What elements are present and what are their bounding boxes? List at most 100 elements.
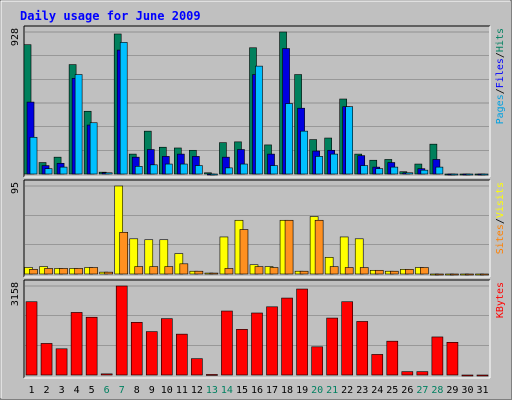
legend-text: Visits — [495, 182, 506, 218]
bar-sites-day-8 — [134, 266, 144, 275]
x-tick-label: 16 — [251, 385, 263, 396]
bar-kbytes-day-13 — [206, 374, 218, 376]
bar-sites-day-28 — [435, 273, 444, 276]
legend-text: / — [495, 52, 506, 58]
bar-kbytes-day-16 — [251, 312, 263, 376]
bar-pages-day-4 — [74, 74, 83, 175]
bar-pages-day-21 — [330, 153, 338, 175]
bar-pages-day-22 — [345, 106, 353, 175]
panel-kbytes: 3158 KBytes — [10, 279, 506, 379]
bar-pages-day-14 — [225, 167, 233, 175]
bar-kbytes-day-26 — [401, 371, 414, 376]
bar-visits-day-22 — [339, 236, 349, 275]
x-tick-label: 19 — [296, 385, 308, 396]
bar-sites-day-24 — [374, 269, 384, 275]
bar-pages-day-16 — [255, 65, 263, 175]
x-tick-label: 9 — [149, 385, 155, 396]
bar-pages-day-27 — [420, 169, 429, 175]
bar-kbytes-day-15 — [236, 329, 248, 376]
bar-sites-day-25 — [389, 270, 399, 275]
bar-pages-day-3 — [59, 166, 68, 175]
x-tick-label: 26 — [401, 385, 413, 396]
x-tick-label: 14 — [221, 385, 233, 396]
bar-kbytes-day-28 — [431, 336, 444, 376]
bar-kbytes-day-24 — [371, 354, 384, 376]
bar-kbytes-day-21 — [326, 317, 338, 376]
bar-sites-day-13 — [209, 272, 219, 275]
chart-title: Daily usage for June 2009 — [20, 9, 201, 23]
y-max-label: 3158 — [10, 282, 21, 306]
bar-visits-day-7 — [114, 185, 124, 275]
bar-sites-day-11 — [179, 263, 189, 275]
x-tick-label: 13 — [206, 385, 218, 396]
bar-kbytes-day-6 — [100, 373, 113, 376]
panel-background — [24, 180, 490, 277]
x-tick-label: 25 — [386, 385, 398, 396]
bar-kbytes-day-7 — [115, 285, 128, 376]
bars-kbytes — [25, 285, 489, 377]
bar-sites-day-30 — [465, 273, 474, 276]
bar-visits-day-23 — [354, 238, 364, 275]
bar-sites-day-19 — [299, 270, 309, 275]
bar-sites-day-26 — [405, 269, 414, 275]
bar-pages-day-30 — [465, 173, 474, 176]
legend-text: Hits — [495, 28, 506, 52]
bar-sites-day-7 — [119, 232, 129, 275]
bar-pages-day-12 — [195, 165, 203, 175]
bar-visits-day-21 — [324, 257, 334, 275]
bar-sites-day-1 — [29, 269, 38, 275]
x-tick-label: 28 — [431, 385, 443, 396]
bar-pages-day-28 — [435, 166, 444, 175]
bar-kbytes-day-14 — [221, 310, 233, 376]
svg-text:KBytes: KBytes — [495, 282, 506, 318]
x-tick-label: 27 — [416, 385, 428, 396]
x-tick-label: 8 — [134, 385, 140, 396]
bar-kbytes-day-23 — [356, 321, 369, 376]
bar-sites-day-5 — [89, 267, 98, 275]
bar-sites-day-18 — [284, 219, 294, 275]
x-tick-label: 10 — [161, 385, 173, 396]
bar-sites-day-6 — [104, 271, 113, 275]
bar-visits-day-10 — [159, 239, 169, 275]
x-tick-label: 3 — [59, 385, 65, 396]
bar-kbytes-day-20 — [311, 346, 323, 376]
bar-kbytes-day-9 — [145, 331, 158, 376]
bar-kbytes-day-31 — [476, 374, 489, 377]
bar-sites-day-14 — [224, 268, 234, 275]
bar-kbytes-day-17 — [266, 306, 278, 376]
legend-text: Files — [495, 58, 506, 88]
x-tick-label: 23 — [356, 385, 368, 396]
y-max-label: 95 — [10, 182, 21, 194]
bar-kbytes-day-8 — [130, 321, 143, 376]
x-tick-label: 6 — [104, 385, 110, 396]
x-tick-label: 1 — [29, 385, 35, 396]
x-axis-labels: 1 2 3 4 5 6 7 8 9 10 11 12 13 14 15 16 17 18 19 20 21 22 23 24 2… — [29, 385, 489, 396]
bar-pages-day-7 — [119, 42, 128, 175]
bar-pages-day-13 — [210, 173, 218, 176]
bar-sites-day-2 — [44, 268, 53, 275]
legend-text: Sites — [495, 224, 506, 254]
bar-pages-day-18 — [285, 103, 293, 175]
bar-sites-day-22 — [344, 267, 354, 275]
bar-visits-day-9 — [144, 239, 154, 275]
bar-kbytes-day-11 — [176, 333, 188, 376]
bar-pages-day-24 — [375, 168, 384, 175]
bar-kbytes-day-29 — [446, 342, 459, 376]
bar-sites-day-3 — [59, 268, 68, 275]
bars-hits — [23, 31, 489, 176]
x-tick-label: 20 — [311, 385, 323, 396]
bar-sites-day-21 — [329, 266, 339, 275]
x-tick-label: 12 — [191, 385, 203, 396]
bar-kbytes-day-27 — [416, 371, 429, 376]
bar-sites-day-4 — [74, 268, 83, 275]
x-tick-label: 15 — [236, 385, 248, 396]
x-tick-label: 22 — [341, 385, 353, 396]
bar-kbytes-day-10 — [161, 318, 173, 376]
bar-kbytes-day-12 — [191, 358, 203, 376]
legend-text: / — [495, 88, 506, 94]
bar-pages-day-15 — [240, 163, 248, 175]
bar-sites-day-31 — [480, 273, 489, 276]
bar-pages-day-10 — [165, 163, 173, 175]
bar-sites-day-20 — [314, 219, 324, 275]
